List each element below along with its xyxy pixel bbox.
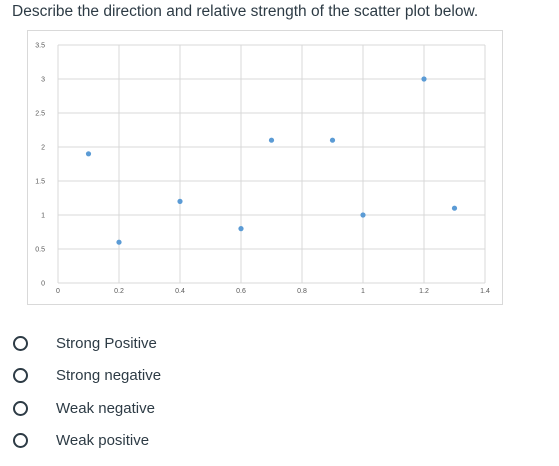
x-tick-label: 0 (56, 288, 60, 295)
y-tick-label: 0.5 (35, 247, 45, 254)
x-tick-label: 1.4 (480, 288, 490, 295)
scatter-plot-svg: 0 0.5 1 1.5 2 2.5 3 3.5 0 0.2 0.4 0.6 0.8 1 1.2 1.4 (35, 43, 490, 296)
option-weak-positive[interactable]: Weak positive (13, 425, 161, 458)
x-tick-label: 0.4 (175, 288, 185, 295)
x-tick-label: 0.2 (114, 288, 124, 295)
y-tick-label: 3.5 (35, 43, 45, 50)
y-tick-label: 3 (41, 77, 45, 84)
question-text: Describe the direction and relative stre… (12, 3, 479, 20)
option-label[interactable]: Strong negative (56, 367, 162, 385)
radio-circle-icon[interactable] (13, 335, 28, 351)
x-tick-label: 1.2 (419, 288, 429, 295)
scatter-point (421, 76, 427, 82)
scatter-point (177, 198, 183, 204)
option-label[interactable]: Strong Positive (56, 334, 157, 352)
scatter-point (329, 137, 336, 143)
x-tick-label: 1 (361, 288, 365, 295)
x-tick-label: 0.8 (297, 288, 307, 295)
radio-circle-icon[interactable] (13, 400, 28, 416)
x-tick-label: 0.6 (236, 288, 246, 295)
scatter-point (451, 205, 458, 211)
y-tick-label: 1 (41, 213, 45, 220)
y-tick-label: 2.5 (35, 111, 45, 118)
radio-circle-icon[interactable] (13, 368, 28, 384)
scatter-point (85, 151, 92, 157)
y-tick-label: 1.5 (35, 179, 45, 186)
radio-circle-icon[interactable] (13, 433, 28, 449)
option-strong-positive[interactable]: Strong Positive (13, 327, 161, 360)
option-label[interactable]: Weak negative (56, 399, 155, 417)
option-strong-negative[interactable]: Strong negative (13, 360, 161, 393)
scatter-chart: 0 0.5 1 1.5 2 2.5 3 3.5 0 0.2 0.4 0.6 0.8 1 1.2 1.4 (27, 30, 503, 305)
answer-options: Strong Positive Strong negative Weak neg… (13, 327, 161, 457)
option-weak-negative[interactable]: Weak negative (13, 392, 161, 425)
scatter-point (360, 212, 366, 218)
scatter-point (238, 226, 244, 232)
scatter-point (268, 137, 275, 143)
option-label[interactable]: Weak positive (56, 432, 150, 450)
y-tick-label: 2 (41, 145, 45, 152)
scatter-point (116, 239, 122, 245)
y-tick-label: 0 (41, 281, 45, 288)
